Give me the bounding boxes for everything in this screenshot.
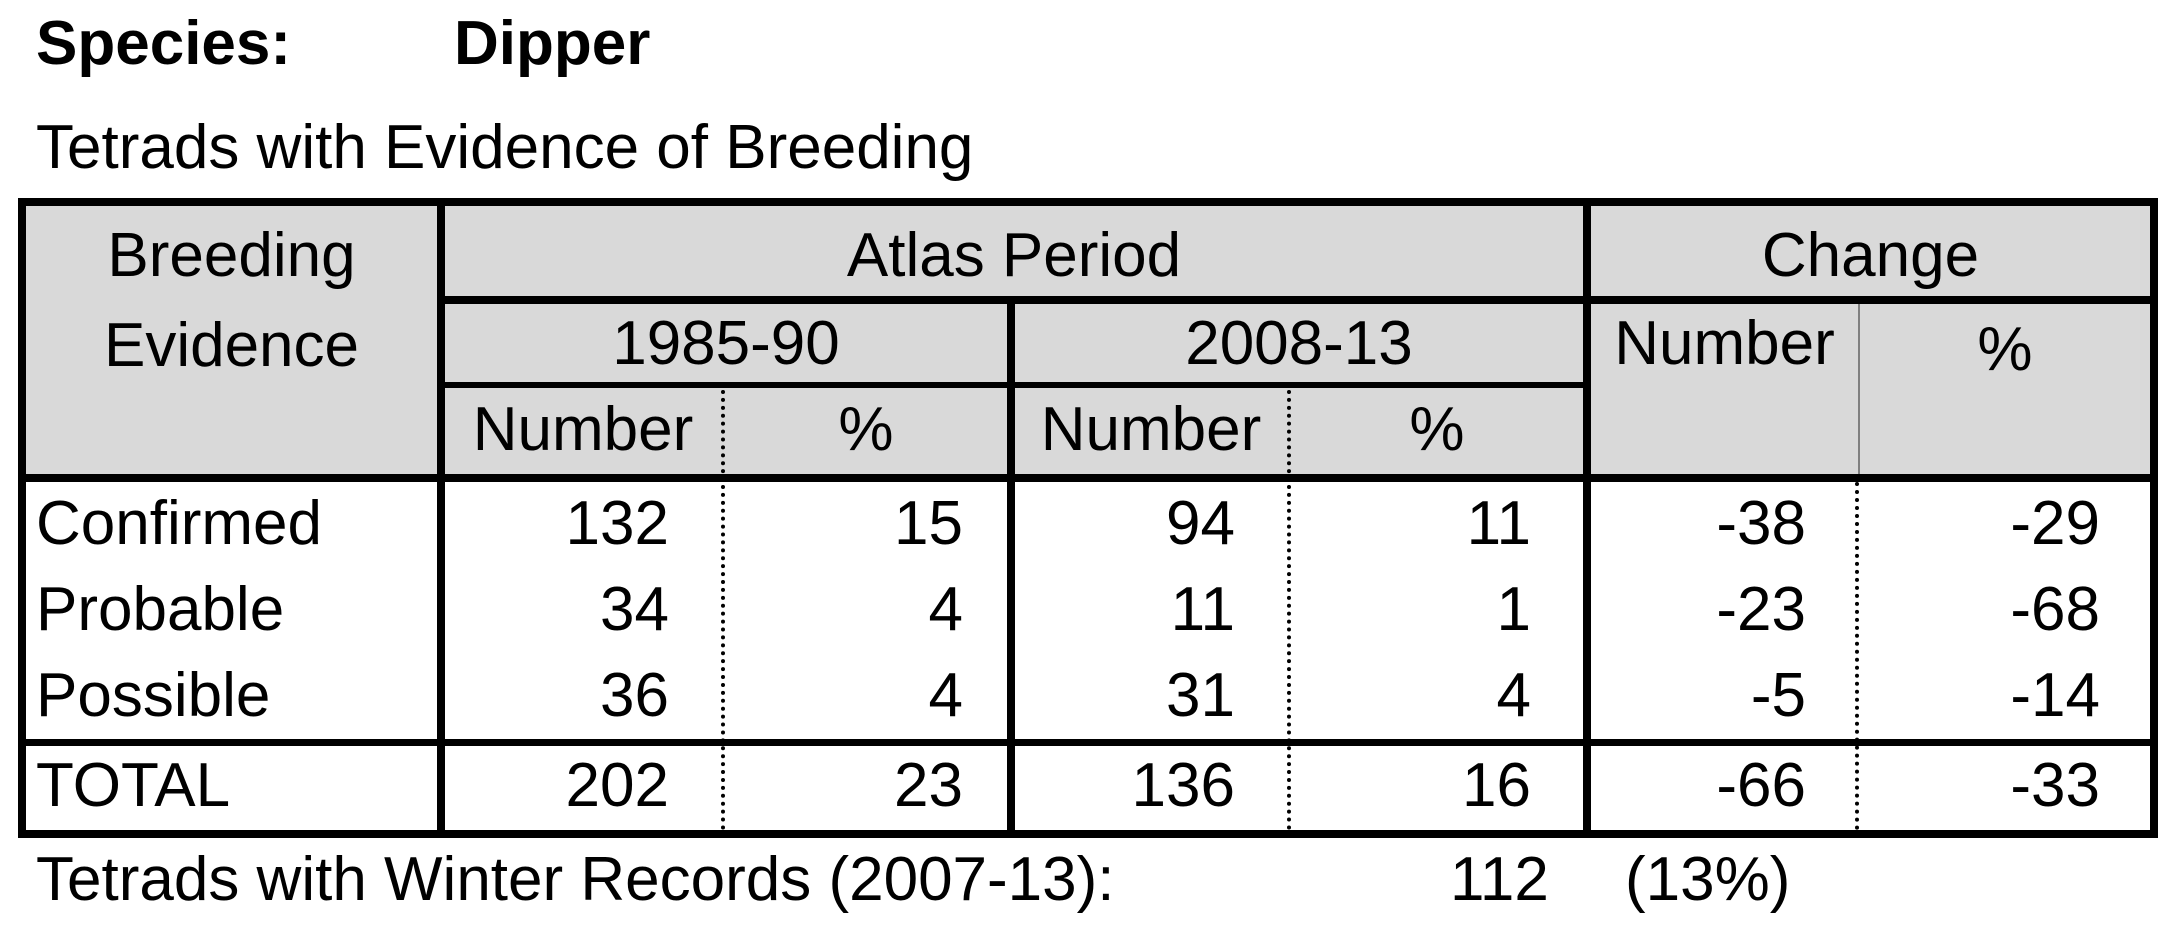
cell-total-p1-pct: 23 [894,751,963,820]
rule-above-total [18,739,2158,746]
species-label: Species: [36,9,292,78]
column-divider-change [1583,198,1591,838]
winter-records-label: Tetrads with Winter Records (2007-13): [36,845,1115,914]
subcolumn-sep-period2 [1287,390,1291,830]
species-name: Dipper [454,9,651,78]
header-p2-number: Number [1040,395,1262,464]
column-divider-period [1007,303,1015,838]
rule-below-header [18,474,2158,482]
header-period-2008-13: 2008-13 [1185,309,1413,378]
header-period-1985-90: 1985-90 [612,309,840,378]
cell-possible-p1-number: 36 [600,661,669,730]
header-change-percent: % [1977,315,2033,384]
cell-confirmed-p2-number: 94 [1166,489,1235,558]
cell-confirmed-change-number: -38 [1716,489,1806,558]
table-border-bottom [18,830,2158,838]
header-breeding: Breeding [107,221,356,290]
cell-possible-change-number: -5 [1750,661,1806,730]
header-p1-number: Number [472,395,694,464]
table-border-left [18,198,26,838]
cell-probable-change-number: -23 [1716,575,1806,644]
subcolumn-sep-period1 [721,390,725,830]
header-p1-percent: % [838,395,894,464]
header-background [18,198,2158,482]
cell-probable-p2-pct: 1 [1496,575,1531,644]
header-change: Change [1761,221,1980,290]
breeding-evidence-table: Breeding Evidence Atlas Period Change 19… [18,198,2158,838]
cell-possible-p2-number: 31 [1166,661,1235,730]
rule-below-atlas-change [437,296,2158,304]
column-divider-evidence [437,198,445,838]
table-border-right [2150,198,2158,838]
cell-total-p1-number: 202 [565,751,669,820]
cell-probable-p1-number: 34 [600,575,669,644]
cell-possible-p1-pct: 4 [928,661,963,730]
cell-probable-p2-number: 11 [1170,575,1235,644]
header-p2-percent: % [1409,395,1465,464]
row-label-confirmed: Confirmed [36,489,322,558]
cell-confirmed-p2-pct: 11 [1466,489,1531,558]
cell-confirmed-change-pct: -29 [2010,489,2100,558]
cell-confirmed-p1-pct: 15 [894,489,963,558]
subcolumn-sep-change-header [1858,304,1860,474]
header-evidence: Evidence [103,311,360,380]
cell-probable-p1-pct: 4 [928,575,963,644]
table-subtitle: Tetrads with Evidence of Breeding [36,113,974,182]
cell-possible-change-pct: -14 [2010,661,2100,730]
cell-probable-change-pct: -68 [2010,575,2100,644]
header-change-number: Number [1614,309,1835,378]
rule-below-periods [437,382,1591,388]
winter-records-count: 112 [1450,845,1549,914]
winter-records-percent: (13%) [1625,845,1791,914]
cell-total-p2-pct: 16 [1462,751,1531,820]
subcolumn-sep-change [1855,482,1859,830]
cell-total-p2-number: 136 [1131,751,1235,820]
cell-possible-p2-pct: 4 [1496,661,1531,730]
row-label-total: TOTAL [36,751,231,820]
header-atlas-period: Atlas Period [846,221,1182,290]
cell-confirmed-p1-number: 132 [565,489,669,558]
row-label-possible: Possible [36,661,271,730]
cell-total-change-number: -66 [1716,751,1806,820]
cell-total-change-pct: -33 [2010,751,2100,820]
row-label-probable: Probable [36,575,285,644]
table-border-top [18,198,2158,206]
